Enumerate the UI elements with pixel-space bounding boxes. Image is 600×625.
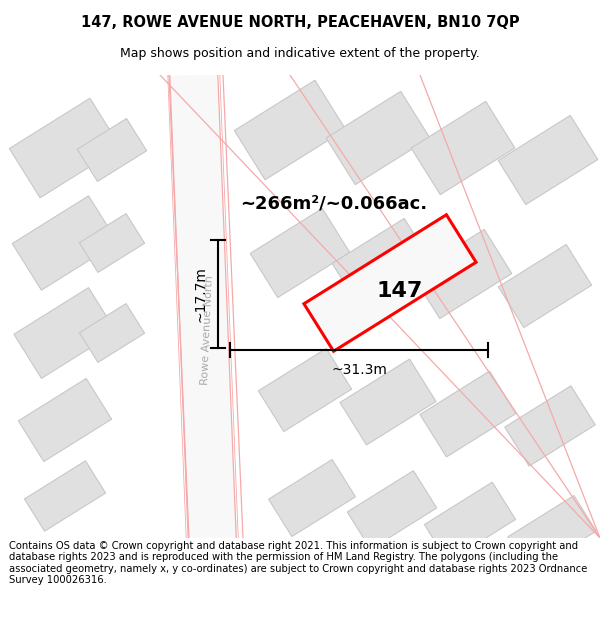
Text: 147, ROWE AVENUE NORTH, PEACEHAVEN, BN10 7QP: 147, ROWE AVENUE NORTH, PEACEHAVEN, BN10… xyxy=(80,15,520,30)
Polygon shape xyxy=(332,218,432,308)
Polygon shape xyxy=(169,74,237,539)
Polygon shape xyxy=(10,98,121,198)
Polygon shape xyxy=(411,101,515,194)
Polygon shape xyxy=(19,379,112,461)
Text: Rowe Avenue North: Rowe Avenue North xyxy=(200,274,214,385)
Polygon shape xyxy=(498,116,598,204)
Polygon shape xyxy=(259,349,352,431)
Polygon shape xyxy=(12,196,118,290)
Text: Map shows position and indicative extent of the property.: Map shows position and indicative extent… xyxy=(120,46,480,59)
Text: Contains OS data © Crown copyright and database right 2021. This information is : Contains OS data © Crown copyright and d… xyxy=(9,541,587,586)
Polygon shape xyxy=(420,371,516,457)
Polygon shape xyxy=(499,244,592,328)
Polygon shape xyxy=(269,459,355,536)
Polygon shape xyxy=(508,496,596,572)
Polygon shape xyxy=(326,91,430,184)
Text: ~266m²/~0.066ac.: ~266m²/~0.066ac. xyxy=(240,194,427,212)
Text: ~31.3m: ~31.3m xyxy=(331,363,387,377)
Polygon shape xyxy=(14,288,116,378)
Polygon shape xyxy=(424,482,515,562)
Polygon shape xyxy=(77,119,146,181)
Polygon shape xyxy=(235,80,346,180)
Text: 147: 147 xyxy=(377,281,423,301)
Polygon shape xyxy=(347,471,437,549)
Text: ~17.7m: ~17.7m xyxy=(194,266,208,322)
Polygon shape xyxy=(25,461,106,531)
Polygon shape xyxy=(340,359,436,445)
Polygon shape xyxy=(304,215,476,351)
Polygon shape xyxy=(79,304,145,362)
Polygon shape xyxy=(79,214,145,272)
Polygon shape xyxy=(412,229,512,319)
Polygon shape xyxy=(505,386,595,466)
Polygon shape xyxy=(250,208,350,298)
